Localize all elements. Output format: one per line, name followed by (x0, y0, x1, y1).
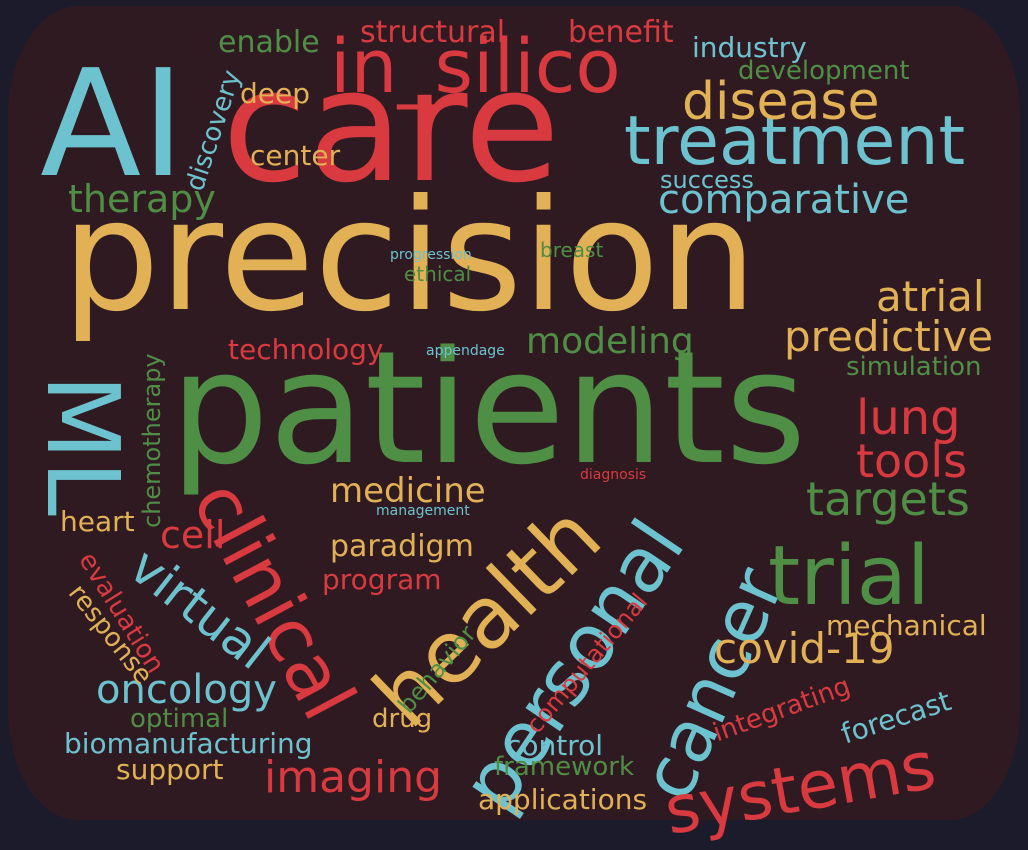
word-support: support (116, 753, 224, 786)
word-care: care (222, 35, 561, 217)
word-in-silico: in_silico (330, 24, 621, 110)
word-success: success (660, 166, 754, 194)
word-mechanical: mechanical (826, 609, 987, 642)
word-ethical: ethical (404, 262, 472, 286)
word-biomanufacturing: biomanufacturing (64, 727, 313, 760)
word-benefit: benefit (568, 15, 674, 50)
word-industry: industry (692, 31, 807, 64)
word-modeling: modeling (526, 321, 694, 362)
word-diagnosis: diagnosis (580, 467, 647, 483)
word-trial: trial (768, 529, 930, 624)
word-tools: tools (856, 434, 968, 488)
word-deep: deep (240, 77, 310, 110)
word-framework: framework (494, 752, 635, 782)
word-predictive: predictive (784, 312, 994, 361)
word-precision: precision (62, 167, 757, 346)
word-patients: patients (170, 317, 807, 499)
word-comparative: comparative (658, 177, 910, 223)
word-targets: targets (806, 472, 970, 526)
word-cell: cell (160, 513, 226, 557)
word-progression: progression (390, 247, 472, 263)
word-lung: lung (856, 390, 961, 446)
word-imaging: imaging (264, 752, 443, 803)
cloud-background (8, 6, 1020, 820)
word-program: program (322, 563, 442, 596)
word-optimal: optimal (130, 704, 229, 734)
word-structural: structural (360, 15, 506, 50)
word-simulation: simulation (846, 352, 982, 382)
word-applications: applications (478, 783, 648, 816)
word-atrial: atrial (876, 272, 985, 321)
word-technology: technology (228, 333, 384, 366)
word-medicine: medicine (330, 471, 486, 511)
word-paradigm: paradigm (330, 529, 474, 564)
word-management: management (376, 503, 470, 519)
word-ai: AI (40, 38, 185, 210)
word-therapy: therapy (68, 177, 216, 221)
word-covid-19: covid-19 (714, 624, 895, 673)
word-breast: breast (540, 238, 604, 262)
word-ml: ML (24, 374, 141, 516)
word-heart: heart (60, 505, 135, 538)
word-chemotherapy: chemotherapy (138, 353, 166, 528)
word-control: control (506, 729, 604, 762)
word-enable: enable (218, 25, 320, 60)
word-appendage: appendage (426, 343, 505, 359)
word-oncology: oncology (96, 667, 277, 713)
word-treatment: treatment (624, 102, 966, 181)
word-development: development (738, 56, 910, 86)
word-cloud: AI care in_silico precision patients tre… (8, 6, 1020, 850)
word-center: center (250, 139, 341, 172)
word-drug: drug (372, 704, 433, 734)
word-disease: disease (682, 72, 880, 132)
